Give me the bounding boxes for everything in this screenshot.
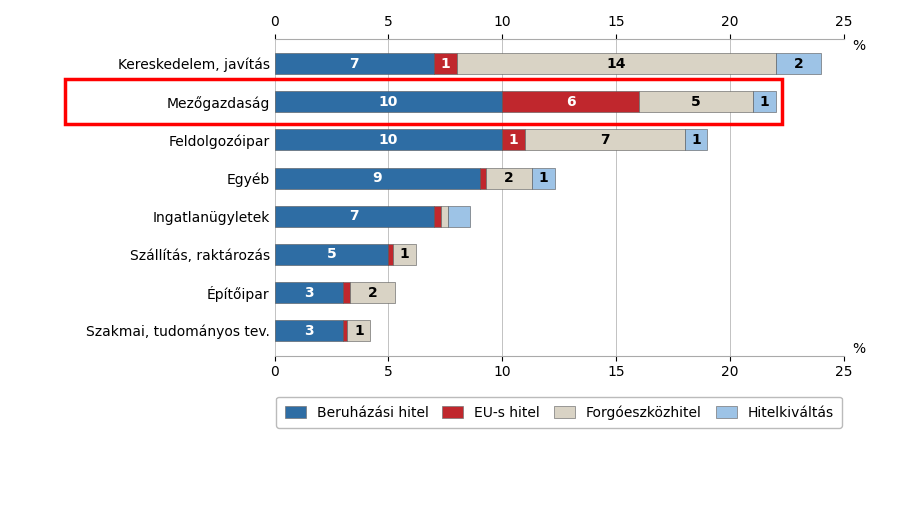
Text: 3: 3 — [304, 286, 314, 300]
Bar — [440, 206, 448, 227]
Bar — [502, 130, 525, 151]
Bar — [275, 91, 502, 112]
Legend: Beruházási hitel, EU-s hitel, Forgóeszközhitel, Hitelkiváltás: Beruházási hitel, EU-s hitel, Forgóeszkö… — [277, 397, 842, 428]
Bar — [275, 320, 343, 341]
Text: 5: 5 — [691, 95, 701, 109]
Text: 2: 2 — [368, 286, 378, 300]
Text: 14: 14 — [606, 57, 626, 70]
Text: 7: 7 — [349, 209, 359, 223]
Bar — [348, 320, 370, 341]
Bar — [275, 206, 434, 227]
Text: 9: 9 — [372, 171, 382, 185]
Text: 10: 10 — [379, 95, 398, 109]
Bar — [393, 244, 416, 265]
Bar — [684, 130, 707, 151]
Bar — [65, 79, 783, 124]
Bar — [275, 130, 502, 151]
Bar — [775, 53, 821, 74]
Bar — [343, 320, 348, 341]
Bar — [389, 244, 393, 265]
Bar — [525, 130, 684, 151]
Bar — [448, 206, 470, 227]
Bar — [343, 282, 349, 303]
Bar — [275, 168, 480, 189]
Bar — [275, 282, 343, 303]
Bar — [275, 53, 434, 74]
Text: 1: 1 — [440, 57, 450, 70]
Text: %: % — [853, 39, 865, 53]
Text: 1: 1 — [691, 133, 701, 147]
Text: 1: 1 — [399, 247, 410, 262]
Text: 5: 5 — [327, 247, 337, 262]
Bar — [434, 206, 440, 227]
Bar — [457, 53, 775, 74]
Text: 1: 1 — [509, 133, 519, 147]
Text: 7: 7 — [349, 57, 359, 70]
Bar — [486, 168, 532, 189]
Bar — [275, 244, 389, 265]
Text: 2: 2 — [504, 171, 514, 185]
Text: 3: 3 — [304, 324, 314, 338]
Text: 2: 2 — [794, 57, 804, 70]
Text: 10: 10 — [379, 133, 398, 147]
Bar — [753, 91, 775, 112]
Bar — [639, 91, 753, 112]
Text: 1: 1 — [354, 324, 364, 338]
Bar — [480, 168, 486, 189]
Text: %: % — [853, 342, 865, 356]
Bar — [502, 91, 639, 112]
Text: 1: 1 — [760, 95, 769, 109]
Bar — [434, 53, 457, 74]
Bar — [349, 282, 395, 303]
Text: 1: 1 — [539, 171, 548, 185]
Text: 6: 6 — [566, 95, 575, 109]
Bar — [532, 168, 555, 189]
Text: 7: 7 — [600, 133, 610, 147]
